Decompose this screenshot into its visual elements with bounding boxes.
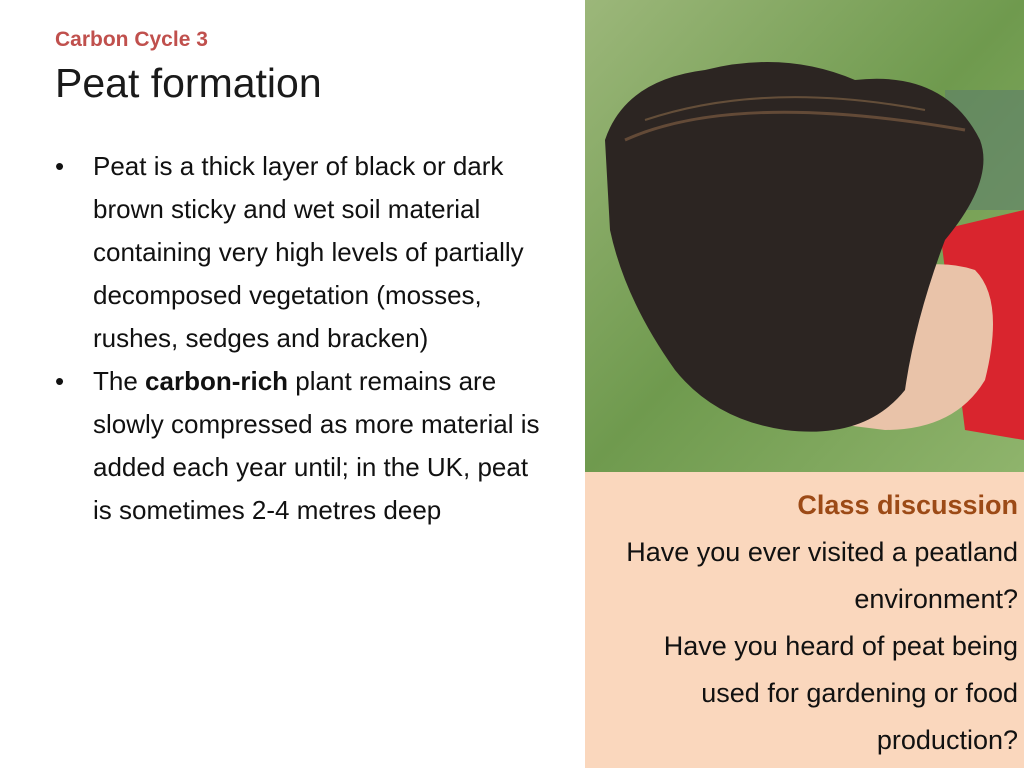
bullet: Peat is a thick layer of black or dark b… [55, 145, 545, 360]
question: Have you heard of peat being used for ga… [663, 631, 1018, 755]
bullet-text: Peat is a thick layer of black or dark b… [93, 151, 524, 353]
discussion-heading: Class discussion [797, 490, 1018, 520]
bullet-text: The [93, 366, 146, 396]
peat-photo [585, 0, 1024, 472]
bullet-text: plant remains are slowly compressed as m… [93, 366, 540, 525]
bullet-list: Peat is a thick layer of black or dark b… [55, 145, 545, 532]
title: Peat formation [55, 60, 322, 106]
discussion-box: Class discussion Have you ever visited a… [585, 472, 1024, 768]
bold-text: carbon-rich [145, 366, 289, 396]
question: Have you ever visited a peatland environ… [626, 537, 1018, 614]
bullet: The carbon-rich plant remains are slowly… [55, 360, 545, 532]
subtitle: Carbon Cycle 3 [55, 28, 208, 51]
